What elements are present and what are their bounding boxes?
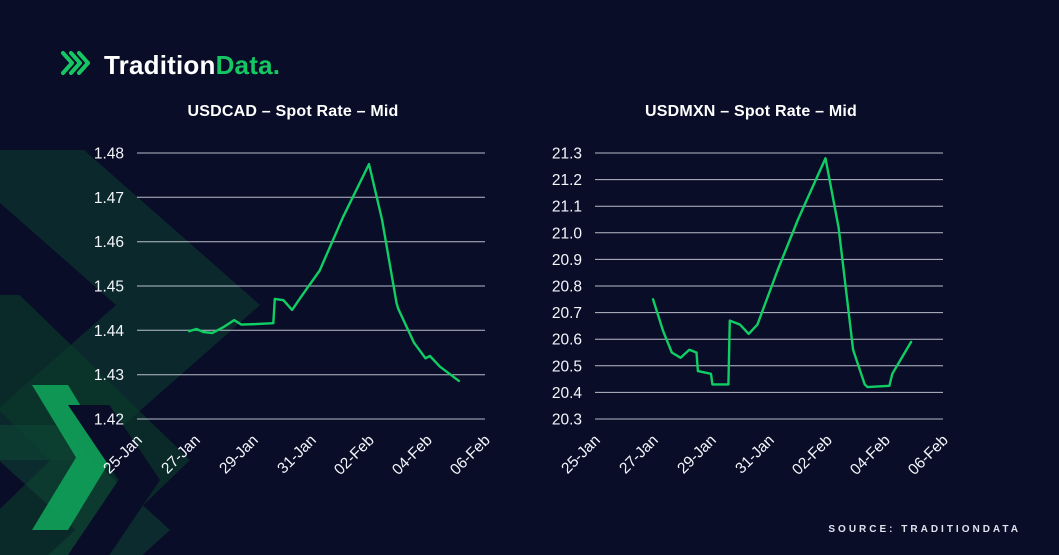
x-tick-label: 02-Feb bbox=[789, 432, 836, 479]
x-tick-label: 06-Feb bbox=[447, 432, 494, 479]
y-tick-label: 1.46 bbox=[94, 234, 124, 251]
tradition-data-logo: TraditionData. bbox=[56, 44, 280, 87]
x-tick-label: 25-Jan bbox=[558, 432, 604, 478]
x-tick-label: 31-Jan bbox=[274, 432, 320, 478]
usdcad-line-chart: 1.42 1.43 1.44 1.45 1.46 1.47 1.48 25-Jan 27-Jan… bbox=[94, 146, 494, 479]
x-tick-label: 02-Feb bbox=[331, 432, 378, 479]
y-tick-label: 20.6 bbox=[552, 332, 582, 349]
logo-text-data: Data. bbox=[215, 50, 281, 80]
y-tick-label: 20.5 bbox=[552, 358, 582, 375]
y-tick-label: 20.8 bbox=[552, 279, 582, 296]
tradition-data-logo-icon bbox=[56, 44, 94, 87]
chart-title-usdcad: USDCAD – Spot Rate – Mid bbox=[187, 103, 399, 120]
y-tick-label: 1.45 bbox=[94, 279, 124, 296]
logo-text: TraditionData. bbox=[104, 50, 280, 81]
x-tick-label: 04-Feb bbox=[847, 432, 894, 479]
y-tick-label: 1.48 bbox=[94, 146, 124, 163]
y-tick-label: 1.43 bbox=[94, 367, 124, 384]
x-tick-label: 29-Jan bbox=[216, 432, 262, 478]
x-tick-label: 06-Feb bbox=[905, 432, 952, 479]
x-tick-label: 25-Jan bbox=[100, 432, 146, 478]
x-tick-label: 31-Jan bbox=[732, 432, 778, 478]
usdmxn-line-chart: 20.3 20.4 20.5 20.6 20.7 20.8 20.9 21.0 21.1 21.2… bbox=[552, 146, 952, 479]
y-tick-label: 20.9 bbox=[552, 252, 582, 269]
y-tick-label: 21.1 bbox=[552, 199, 582, 216]
y-tick-label: 21.2 bbox=[552, 172, 582, 189]
y-tick-label: 21.3 bbox=[552, 146, 582, 163]
x-tick-label: 27-Jan bbox=[616, 432, 662, 478]
chart-usdcad: USDCAD – Spot Rate – Mid 1.42 1.43 1.44 1.4… bbox=[75, 97, 505, 497]
x-tick-label: 04-Feb bbox=[389, 432, 436, 479]
x-tick-label: 29-Jan bbox=[674, 432, 720, 478]
y-tick-label: 21.0 bbox=[552, 225, 583, 242]
y-tick-label: 1.47 bbox=[94, 190, 124, 207]
series-line bbox=[651, 157, 913, 389]
y-tick-label: 20.4 bbox=[552, 385, 583, 402]
chart-title-usdmxn: USDMXN – Spot Rate – Mid bbox=[645, 103, 857, 120]
logo-text-tradition: Tradition bbox=[104, 50, 216, 80]
source-label: SOURCE: TRADITIONDATA bbox=[828, 524, 1021, 535]
y-tick-label: 20.7 bbox=[552, 305, 582, 322]
y-tick-label: 1.44 bbox=[94, 323, 125, 340]
series-line bbox=[187, 162, 461, 383]
chart-usdmxn: USDMXN – Spot Rate – Mid 20.3 20.4 20.5 20.… bbox=[533, 97, 963, 497]
y-tick-label: 1.42 bbox=[94, 412, 124, 429]
y-tick-label: 20.3 bbox=[552, 412, 582, 429]
x-tick-label: 27-Jan bbox=[158, 432, 204, 478]
